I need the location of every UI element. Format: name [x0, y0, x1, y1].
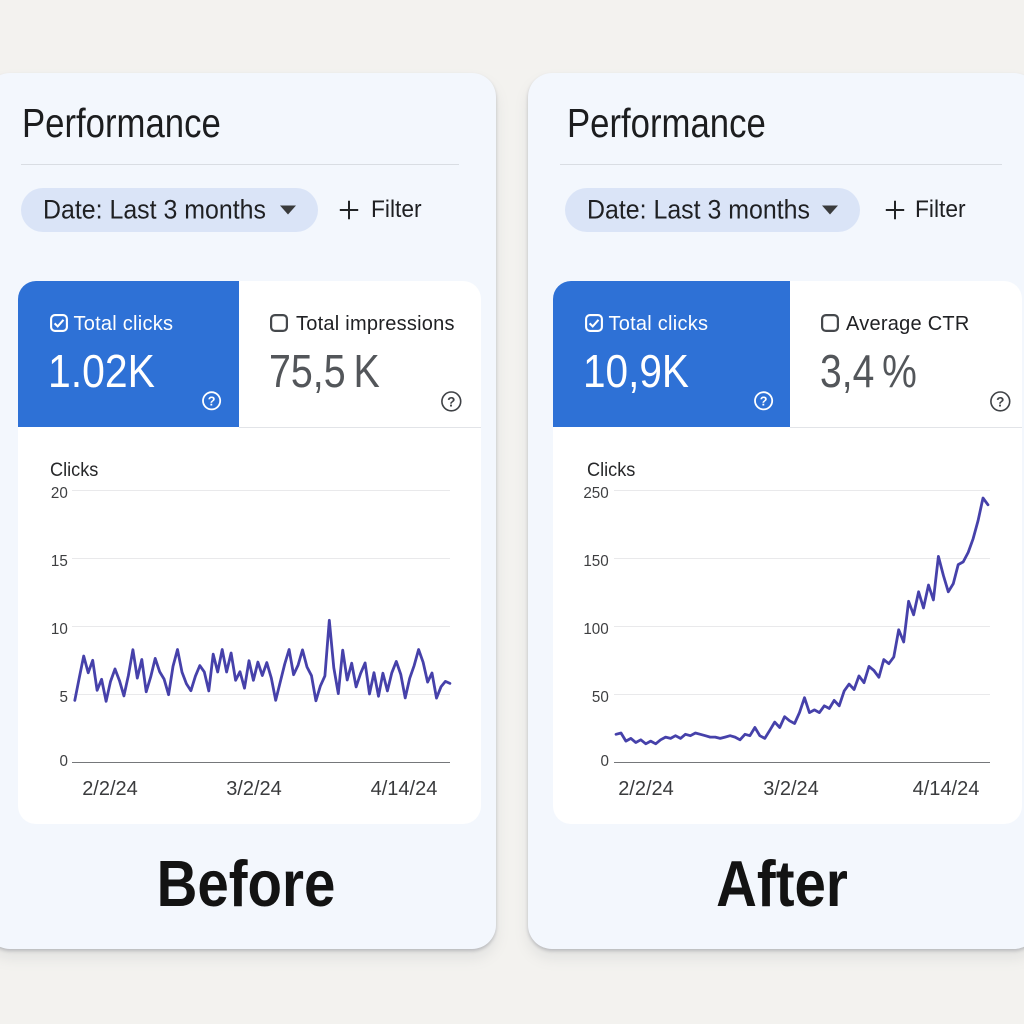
- svg-text:?: ?: [447, 394, 455, 409]
- svg-text:?: ?: [208, 395, 216, 409]
- svg-text:?: ?: [996, 394, 1004, 409]
- svg-text:?: ?: [760, 395, 768, 409]
